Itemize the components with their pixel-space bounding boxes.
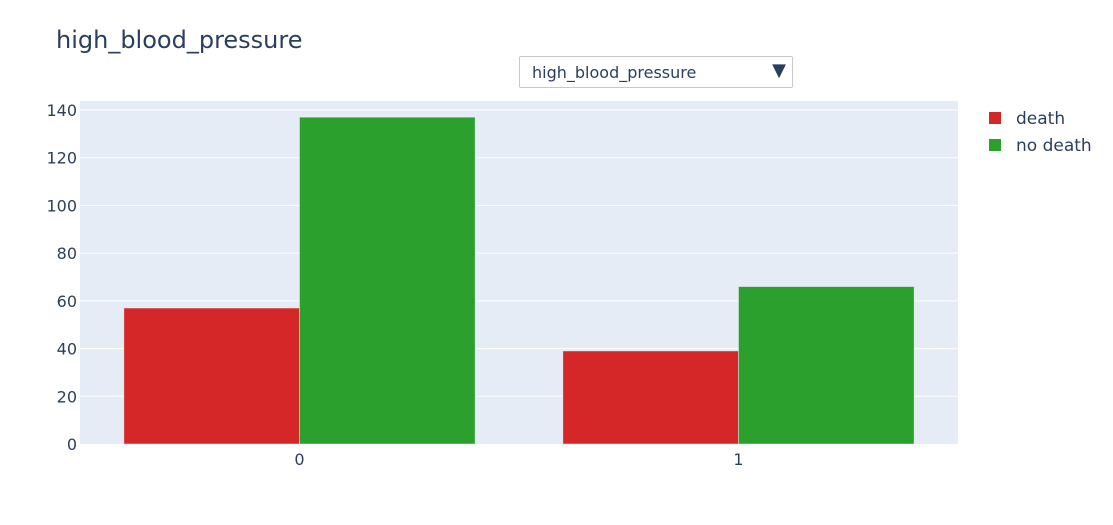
y-tick-label: 60	[57, 292, 77, 311]
chart-title: high_blood_pressure	[56, 26, 303, 54]
y-tick-label: 140	[46, 101, 77, 120]
y-tick-label: 100	[46, 196, 77, 215]
y-tick-label: 20	[57, 387, 77, 406]
bar-no-death-0	[299, 116, 476, 445]
variable-dropdown[interactable]: high_blood_pressure ▼	[519, 56, 793, 88]
chevron-down-icon[interactable]: ▼	[772, 60, 786, 81]
x-tick-label: 1	[733, 450, 743, 469]
legend-swatch	[989, 112, 1001, 124]
y-tick-label: 80	[57, 244, 77, 263]
legend-label: death	[1016, 109, 1065, 129]
bar-no-death-1	[738, 286, 915, 445]
legend-label: no death	[1016, 136, 1092, 156]
legend-swatch	[989, 139, 1001, 151]
bar-death-1	[562, 350, 739, 445]
x-tick-label: 0	[294, 450, 304, 469]
bar-death-0	[123, 307, 300, 445]
y-tick-label: 0	[67, 435, 77, 454]
y-tick-label: 120	[46, 149, 77, 168]
dropdown-selected-label: high_blood_pressure	[532, 63, 697, 82]
y-tick-label: 40	[57, 340, 77, 359]
